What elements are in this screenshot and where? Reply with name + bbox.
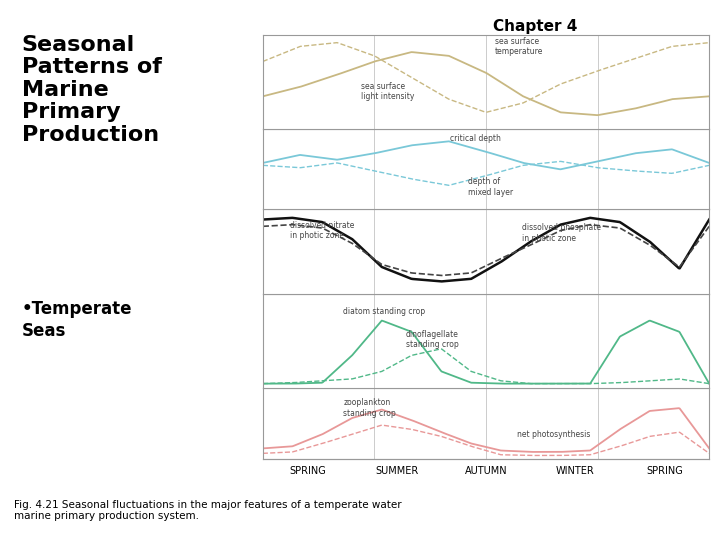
Text: WINTER: WINTER (556, 466, 595, 476)
Text: AUTUMN: AUTUMN (464, 466, 508, 476)
Text: diatom standing crop: diatom standing crop (343, 307, 426, 315)
Text: critical depth: critical depth (450, 134, 501, 144)
Text: Chapter 4: Chapter 4 (493, 19, 577, 34)
Text: dissolved nitrate
in photic zone: dissolved nitrate in photic zone (289, 221, 354, 240)
Text: sea surface
temperature: sea surface temperature (495, 37, 544, 56)
Text: sea surface
light intensity: sea surface light intensity (361, 82, 415, 102)
Text: Fig. 4.21 Seasonal fluctuations in the major features of a temperate water
marin: Fig. 4.21 Seasonal fluctuations in the m… (14, 500, 402, 521)
Text: net photosynthesis: net photosynthesis (517, 430, 590, 439)
Text: dissolved phosphate
in photic zone: dissolved phosphate in photic zone (522, 224, 600, 243)
Text: depth of
mixed layer: depth of mixed layer (468, 177, 513, 197)
Text: dinoflagellate
standing crop: dinoflagellate standing crop (405, 329, 459, 349)
Text: SPRING: SPRING (289, 466, 326, 476)
Text: •Temperate
Seas: •Temperate Seas (22, 300, 132, 340)
Text: SUMMER: SUMMER (375, 466, 418, 476)
Text: Seasonal
Patterns of
Marine
Primary
Production: Seasonal Patterns of Marine Primary Prod… (22, 35, 161, 145)
Text: SPRING: SPRING (646, 466, 683, 476)
Text: zooplankton
standing crop: zooplankton standing crop (343, 399, 396, 418)
